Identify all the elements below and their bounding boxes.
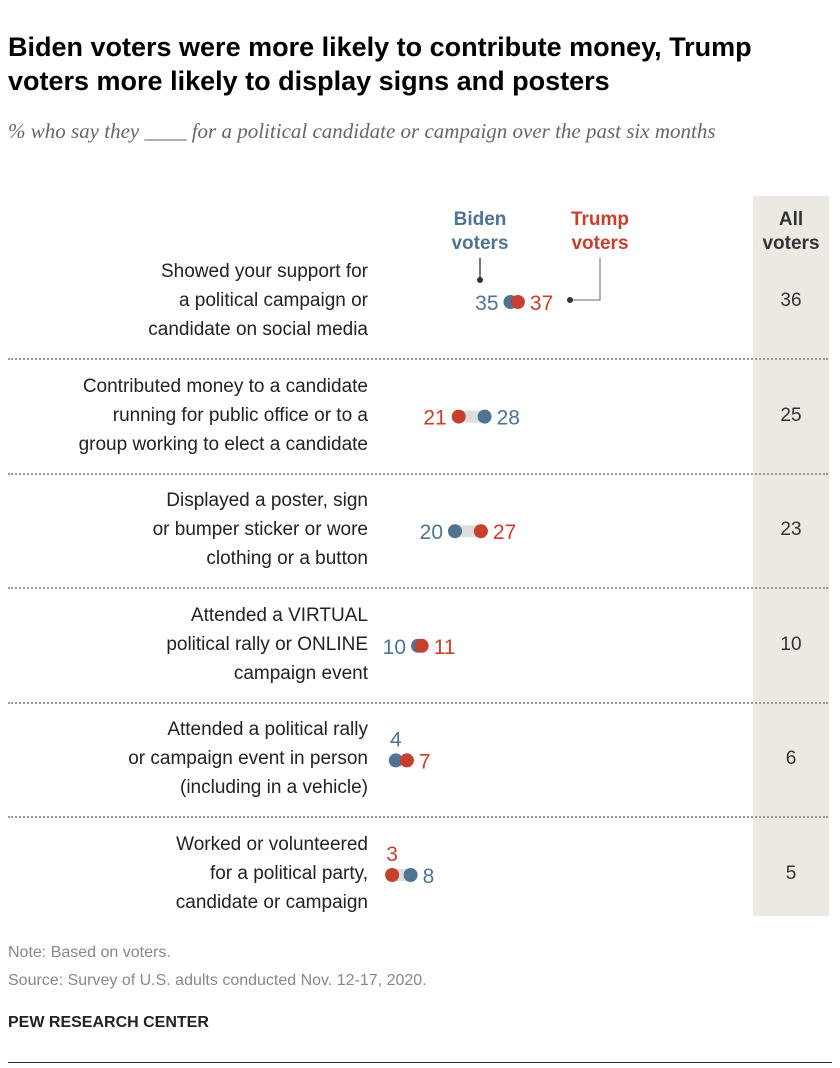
biden-value-label: 10 xyxy=(383,636,406,659)
chart-title: Biden voters were more likely to contrib… xyxy=(8,32,752,96)
row-separator xyxy=(8,587,828,590)
all-voters-value: 10 xyxy=(780,633,802,655)
legend-biden: Biden voters xyxy=(451,209,509,254)
all-voters-value: 25 xyxy=(780,404,802,426)
biden-dot xyxy=(477,409,492,424)
all-voters-value: 23 xyxy=(780,519,802,541)
row-label: Attended a VIRTUAL political rally or ONL… xyxy=(166,604,368,684)
trump-value-label: 7 xyxy=(419,750,431,773)
legend-trump: Trump voters xyxy=(570,209,630,254)
source: Source: Survey of U.S. adults conducted … xyxy=(8,972,427,989)
trump-value-label: 27 xyxy=(493,521,516,544)
biden-dot xyxy=(448,524,462,539)
row-label: Worked or volunteered for a political par… xyxy=(175,834,368,913)
brand-logo-text: PEW RESEARCH CENTER xyxy=(8,1014,209,1031)
trump-value-label: 3 xyxy=(386,843,398,866)
row-label: Displayed a poster, sign or bumper sticke… xyxy=(152,490,368,570)
trump-value-label: 21 xyxy=(423,407,446,430)
note: Note: Based on voters. xyxy=(8,944,171,961)
trump-dot xyxy=(414,638,429,653)
biden-value-label: 8 xyxy=(423,865,435,888)
trump-dot xyxy=(451,409,466,424)
trump-dot xyxy=(510,295,525,309)
row-label: Contributed money to a candidate running … xyxy=(78,375,368,455)
biden-value-label: 4 xyxy=(390,728,402,751)
trump-dot xyxy=(473,524,488,539)
row-separator xyxy=(8,358,828,360)
biden-value-label: 35 xyxy=(475,292,498,315)
row-separator xyxy=(8,816,828,819)
bottom-rule xyxy=(8,1062,832,1063)
trump-value-label: 37 xyxy=(530,292,553,315)
biden-value-label: 28 xyxy=(497,407,520,430)
trump-dot xyxy=(385,868,400,882)
trump-value-label: 11 xyxy=(434,636,456,659)
biden-value-label: 20 xyxy=(420,521,443,544)
chart-subtitle: % who say they ____ for a political cand… xyxy=(8,119,716,143)
row-label: Showed your support for a political campa… xyxy=(148,261,368,340)
row-label: Attended a political rally or campaign ev… xyxy=(128,719,368,799)
legend-leader-dot-biden xyxy=(477,277,483,283)
biden-dot xyxy=(403,868,418,882)
row-separator xyxy=(8,701,828,704)
row-separator xyxy=(8,472,828,475)
all-voters-column xyxy=(753,196,829,916)
legend-leader-trump xyxy=(570,258,601,301)
trump-dot xyxy=(399,753,414,768)
biden-dot xyxy=(388,753,403,768)
all-voters-value: 36 xyxy=(780,290,802,311)
all-voters-value: 6 xyxy=(785,748,797,770)
legend-leader-dot-trump xyxy=(567,297,573,303)
all-voters-header: All voters xyxy=(762,209,820,254)
all-voters-value: 5 xyxy=(785,863,797,884)
